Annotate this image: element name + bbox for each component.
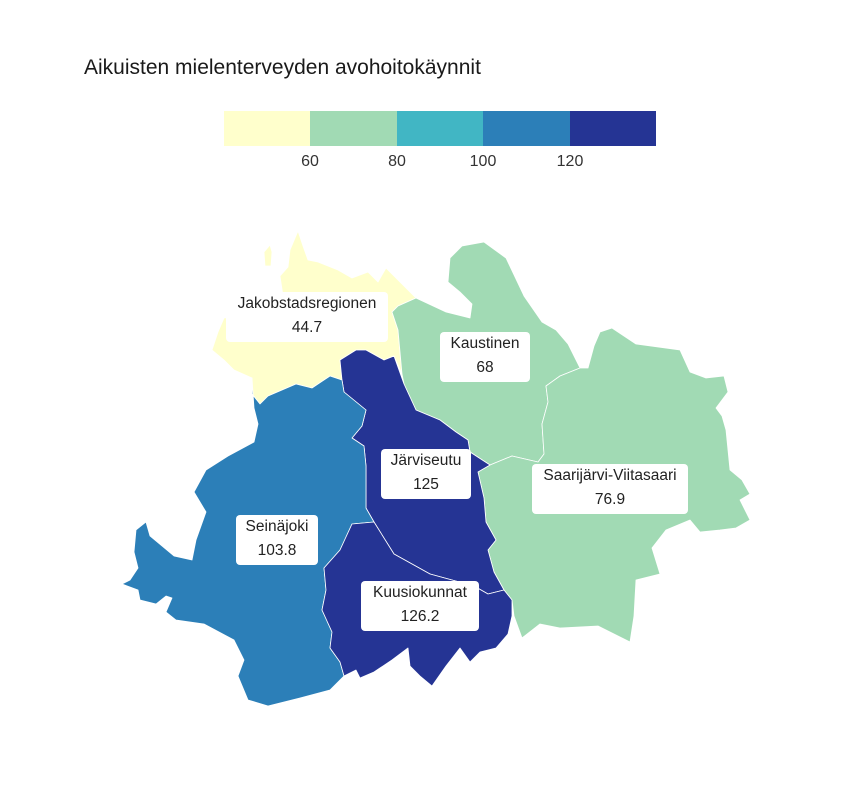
region-name: Jakobstadsregionen (237, 295, 377, 312)
legend-ticks: 60 80 100 120 (224, 153, 656, 175)
legend-swatch-2 (310, 111, 397, 146)
region-label: Järviseutu 125 (381, 449, 471, 499)
region-name: Kuusiokunnat (373, 584, 467, 601)
region-label: Saarijärvi-Viitasaari 76.9 (532, 464, 688, 514)
region-label: Seinäjoki 103.8 (236, 515, 318, 565)
region-value: 44.7 (291, 319, 323, 336)
region-value: 125 (413, 476, 439, 493)
legend-swatch-5 (569, 111, 657, 146)
region-name: Järviseutu (390, 452, 462, 469)
legend-tick: 100 (469, 153, 497, 170)
color-legend (224, 111, 657, 146)
region-name: Saarijärvi-Viitasaari (543, 467, 677, 484)
region-name: Kaustinen (450, 335, 520, 352)
region-label: Jakobstadsregionen 44.7 (226, 292, 388, 342)
region-name: Seinäjoki (245, 518, 309, 535)
region-value: 68 (476, 359, 494, 376)
region-value: 126.2 (400, 608, 440, 625)
legend-swatch-3 (396, 111, 484, 146)
region-label: Kaustinen 68 (440, 332, 530, 382)
map-title: Aikuisten mielenterveyden avohoitokäynni… (84, 56, 481, 79)
legend-swatch-4 (483, 111, 570, 146)
legend-swatch-1 (224, 111, 311, 146)
legend-tick: 60 (301, 153, 319, 170)
legend-tick: 80 (388, 153, 406, 170)
legend-tick: 120 (556, 153, 584, 170)
region-value: 76.9 (594, 491, 626, 508)
region-label: Kuusiokunnat 126.2 (361, 581, 479, 631)
region-value: 103.8 (257, 542, 297, 559)
